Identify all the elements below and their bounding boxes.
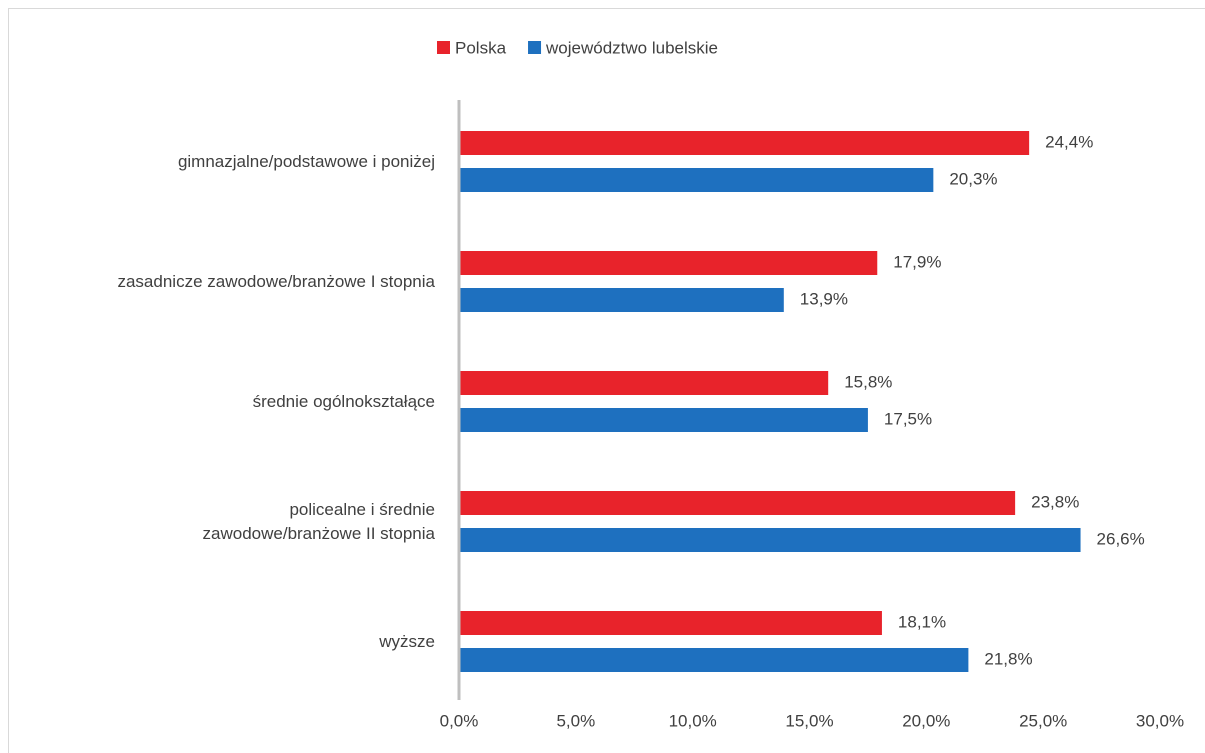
chart-border [8,8,1205,753]
value-label: 20,3% [949,169,997,188]
bar [459,251,878,275]
category-label: policealne i średnie zawodowe/branżowe I… [202,500,435,543]
legend-label: Polska [455,38,507,57]
x-tick-label: 25,0% [1019,711,1067,730]
bar [459,371,829,395]
legend-swatch [528,41,542,54]
bar [459,408,868,432]
value-label: 23,8% [1031,492,1079,511]
x-tick-label: 0,0% [440,711,479,730]
bar [459,528,1081,552]
x-tick-label: 10,0% [669,711,717,730]
x-tick-label: 5,0% [556,711,595,730]
value-label: 26,6% [1097,529,1145,548]
bar [459,168,934,192]
x-tick-label: 30,0% [1136,711,1184,730]
category-label: zasadnicze zawodowe/branżowe I stopnia [117,272,435,291]
bar [459,288,784,312]
legend-label: województwo lubelskie [545,38,718,57]
bar [459,131,1030,155]
category-label: gimnazjalne/podstawowe i poniżej [177,152,435,171]
category-label: wyższe [379,632,435,651]
bar [459,491,1016,515]
category-label: średnie ogólnokształące [252,392,435,411]
value-label: 18,1% [898,612,946,631]
value-label: 17,5% [884,409,932,428]
value-label: 21,8% [984,649,1032,668]
bar [459,648,969,672]
value-label: 17,9% [893,252,941,271]
x-tick-label: 20,0% [902,711,950,730]
value-label: 13,9% [800,289,848,308]
value-label: 15,8% [844,372,892,391]
x-tick-label: 15,0% [785,711,833,730]
legend-swatch [437,41,450,54]
value-label: 24,4% [1045,132,1093,151]
bar [459,611,882,635]
